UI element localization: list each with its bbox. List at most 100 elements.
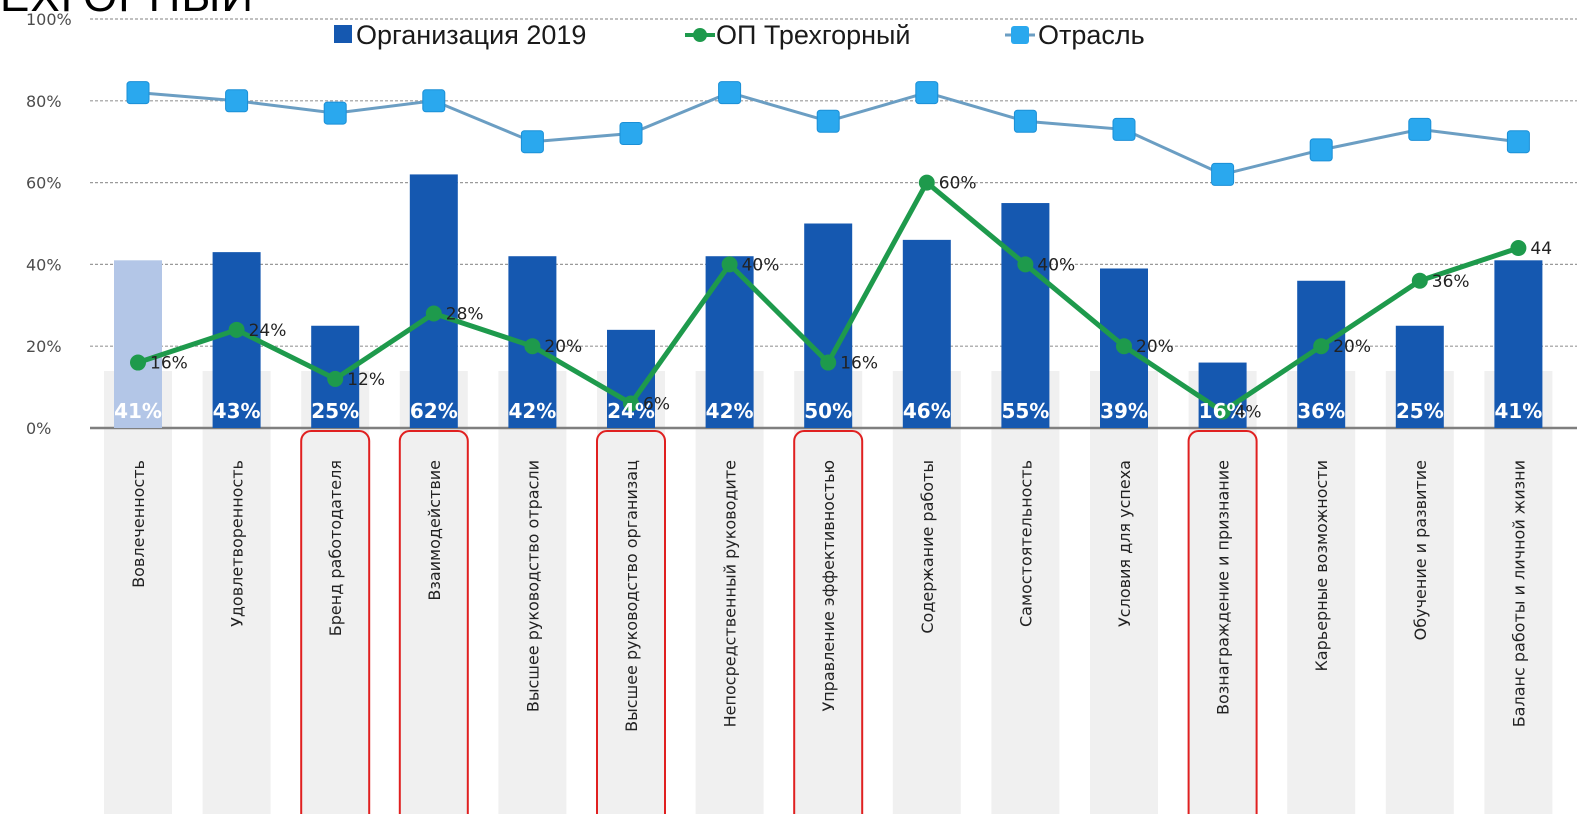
industry-marker [323,101,347,125]
category-label-group: Удовлетворенность [228,460,247,627]
category-label-group: Непосредственный руководите [721,460,740,727]
category-label: Управление эффективностью [819,460,838,712]
bar [804,223,853,428]
bar [902,239,951,428]
category-band [1287,371,1356,814]
legend-marker-industry [1011,26,1029,44]
category-label: Высшее руководство организац [622,460,641,732]
industry-marker [422,89,446,113]
category-label: Взаимодействие [425,460,444,601]
own-marker [1510,240,1527,257]
category-label: Карьерные возможности [1312,460,1331,672]
category-label-group: Условия для успеха [1115,460,1134,627]
category-label: Вовлеченность [129,460,148,588]
category-label-group: Бренд работодателя [326,460,345,636]
category-label-group: Карьерные возможности [1312,460,1331,672]
point-value-label: 12% [347,370,385,390]
bar-value-label: 41% [114,399,162,423]
category-label-group: Высшее руководство организац [622,460,641,732]
own-marker [1411,272,1428,289]
category-label: Условия для успеха [1115,460,1134,627]
bar [1001,203,1050,428]
industry-marker [1309,138,1333,162]
category-highlight-box [300,430,371,814]
category-label-group: Управление эффективностью [819,460,838,712]
point-value-label: 4% [1235,403,1262,423]
bar-value-label: 24% [607,399,655,423]
category-label-group: Вовлеченность [129,460,148,588]
category-band [399,371,468,814]
legend-label-own: ОП Трехгорный [716,20,911,50]
own-marker [130,354,146,371]
category-band [104,371,172,814]
category-band [498,371,567,814]
bar-value-label: 46% [903,399,951,423]
point-value-label: 60% [939,174,977,194]
category-highlight-box [398,430,469,814]
own-marker [721,256,738,273]
point-value-label: 20% [1136,337,1174,357]
category-band [892,371,961,814]
own-marker [820,354,837,371]
legend: Организация 2019 ОП Трехгорный Отрасль [334,20,1145,50]
own-marker [327,370,344,387]
own-marker [1214,403,1231,420]
category-label-group: Самостоятельность [1016,460,1035,627]
industry-marker [1211,162,1235,186]
own-marker [1313,338,1330,355]
y-tick-label: 80% [26,92,62,111]
category-band [597,371,665,814]
bar [114,260,162,428]
category-band [794,371,863,814]
own-marker [524,338,541,355]
category-band [991,371,1060,814]
slide-title: ЕХГОРНЫЙ [0,0,254,22]
category-label-group: Обучение и развитие [1411,460,1430,640]
bar-value-label: 39% [1100,399,1148,423]
lines [126,81,1530,420]
bar-value-label: 43% [213,399,261,423]
category-band [1188,371,1257,814]
industry-marker [816,109,840,133]
point-value-label: 44 [1530,239,1552,259]
category-label: Содержание работы [918,460,937,634]
point-value-label: 40% [742,255,780,275]
bar [1395,325,1444,428]
category-label-group: Взаимодействие [425,460,444,601]
category-band [1484,371,1553,814]
industry-marker [126,81,150,105]
category-label-group: Высшее руководство отрасли [523,460,542,712]
category-label: Удовлетворенность [228,460,247,627]
bar-value-label: 42% [508,399,556,423]
legend-label-industry: Отрасль [1038,20,1145,50]
own-marker [623,395,639,412]
category-band [202,371,271,814]
y-tick-label: 100% [26,10,72,29]
category-label-group: Содержание работы [918,460,937,634]
industry-marker [1506,130,1530,154]
industry-marker [1408,117,1432,141]
bar-value-label: 41% [1494,399,1542,423]
legend-marker-own [693,28,707,42]
point-value-label: 20% [1333,337,1371,357]
bar-value-label: 50% [804,399,852,423]
y-tick-label: 60% [26,174,62,193]
category-highlight-box [1187,430,1258,814]
category-label: Самостоятельность [1016,460,1035,627]
category-highlight-box [793,430,864,814]
own-marker [1116,338,1132,355]
point-value-label: 6% [643,394,670,414]
category-bands [104,371,1553,814]
category-label-group: Вознаграждение и признание [1214,460,1233,715]
bar-value-label: 62% [410,399,458,423]
point-value-label: 20% [544,337,582,357]
bar [409,174,458,428]
industry-marker [619,122,643,146]
category-band [695,371,764,814]
industry-marker [520,130,544,154]
own-marker [425,305,442,322]
legend-swatch-org [334,25,352,43]
own-marker [228,321,245,338]
category-band [301,371,370,814]
